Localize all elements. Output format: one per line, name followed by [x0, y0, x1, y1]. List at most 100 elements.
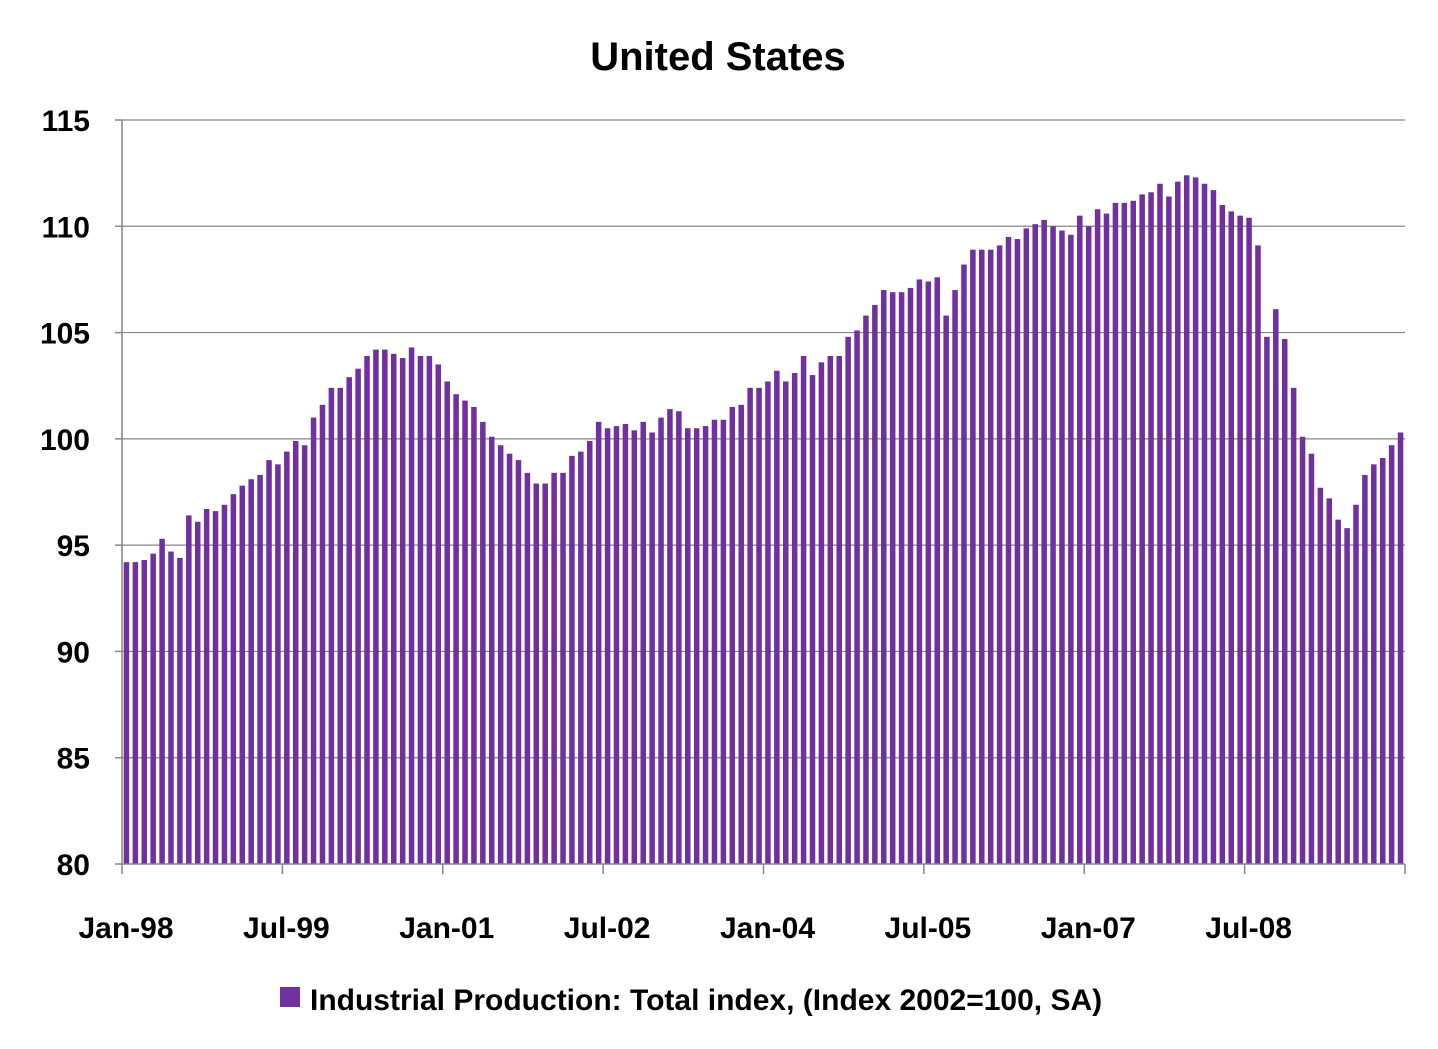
bar	[907, 287, 914, 864]
bar	[1397, 432, 1404, 864]
y-tick-label: 85	[57, 743, 90, 776]
bar	[791, 372, 798, 864]
bar	[266, 460, 272, 864]
bar	[658, 417, 664, 864]
bar	[337, 387, 344, 864]
x-tick-label: Jan-01	[399, 912, 494, 945]
bar	[560, 472, 566, 864]
bar	[1246, 217, 1252, 864]
bar	[515, 460, 522, 864]
bar	[631, 430, 638, 864]
bar	[177, 557, 183, 864]
bar	[444, 381, 450, 864]
y-tick-label: 105	[40, 318, 90, 351]
bar	[1094, 209, 1101, 864]
x-tick-label: Jan-04	[720, 912, 815, 945]
bar	[854, 330, 860, 864]
bar	[818, 362, 825, 864]
bar	[533, 483, 540, 864]
bar	[355, 368, 361, 864]
bar	[996, 245, 1003, 865]
y-tick-label: 115	[42, 105, 90, 138]
bar	[881, 290, 887, 864]
bar	[747, 387, 753, 864]
x-tick-label: Jul-08	[1205, 912, 1292, 945]
bar	[1281, 338, 1288, 864]
x-tick-label: Jan-98	[78, 912, 173, 945]
bar	[1032, 224, 1038, 864]
bar	[1379, 457, 1386, 864]
bar	[488, 436, 495, 864]
bar	[720, 419, 727, 864]
bar	[150, 553, 156, 864]
bar	[1139, 194, 1145, 864]
bar	[845, 336, 851, 864]
bar	[399, 358, 406, 864]
x-axis-ticks: Jan-98 Jul-99 Jan-01 Jul-02 Jan-04 Jul-05 Jan-…	[78, 864, 1406, 945]
bar	[863, 315, 869, 864]
bar	[693, 428, 700, 864]
bar	[257, 474, 263, 864]
y-tick-label: 95	[57, 530, 90, 563]
bar	[604, 428, 611, 864]
bar	[916, 279, 923, 864]
bar	[952, 290, 958, 864]
gridlines	[122, 119, 1405, 759]
bar	[685, 428, 691, 864]
bar	[613, 426, 620, 864]
bar	[1255, 245, 1261, 865]
bar	[408, 347, 415, 864]
bar	[1103, 213, 1110, 864]
y-tick-label: 110	[42, 211, 90, 244]
bar	[1237, 215, 1243, 864]
bar	[1148, 192, 1154, 864]
bar	[809, 375, 816, 864]
bar	[203, 509, 210, 864]
bar	[889, 292, 896, 864]
bar	[524, 472, 531, 864]
legend-label: Industrial Production: Total index, (Ind…	[310, 984, 1102, 1017]
bar	[702, 426, 709, 864]
bar	[390, 353, 397, 864]
bar	[1192, 177, 1199, 864]
bar	[212, 511, 219, 864]
x-tick-label: Jul-99	[243, 912, 330, 945]
bar	[382, 349, 388, 865]
bar-series	[123, 175, 1404, 865]
bar	[898, 292, 905, 864]
chart-title: United States	[590, 35, 846, 79]
bar	[462, 400, 468, 864]
bar	[319, 404, 326, 864]
bar	[1299, 436, 1306, 864]
bar	[667, 409, 673, 864]
bar	[827, 355, 834, 864]
x-tick-label: Jan-07	[1041, 912, 1136, 945]
bar	[1085, 226, 1092, 865]
bar	[310, 417, 317, 864]
bar	[1371, 464, 1377, 864]
bar	[194, 521, 201, 864]
x-tick-label: Jul-05	[885, 912, 972, 945]
bar	[676, 411, 682, 864]
bar	[373, 349, 379, 865]
bar	[168, 551, 174, 864]
bar	[756, 387, 762, 864]
bar	[292, 440, 299, 864]
bar	[1112, 202, 1119, 864]
y-axis-ticks: 80 85 90 95 100 105 110 115	[40, 105, 122, 882]
bar	[1353, 504, 1359, 864]
legend: Industrial Production: Total index, (Ind…	[280, 984, 1102, 1017]
bar	[836, 355, 842, 864]
bar	[497, 445, 504, 864]
bar	[979, 249, 985, 865]
bar	[364, 355, 370, 864]
bar	[230, 494, 237, 864]
bar	[970, 249, 976, 865]
bar	[578, 451, 584, 864]
bar	[1228, 211, 1235, 864]
bar	[1326, 498, 1333, 864]
bar	[1273, 309, 1279, 864]
bar	[649, 432, 655, 864]
bar	[221, 504, 228, 864]
